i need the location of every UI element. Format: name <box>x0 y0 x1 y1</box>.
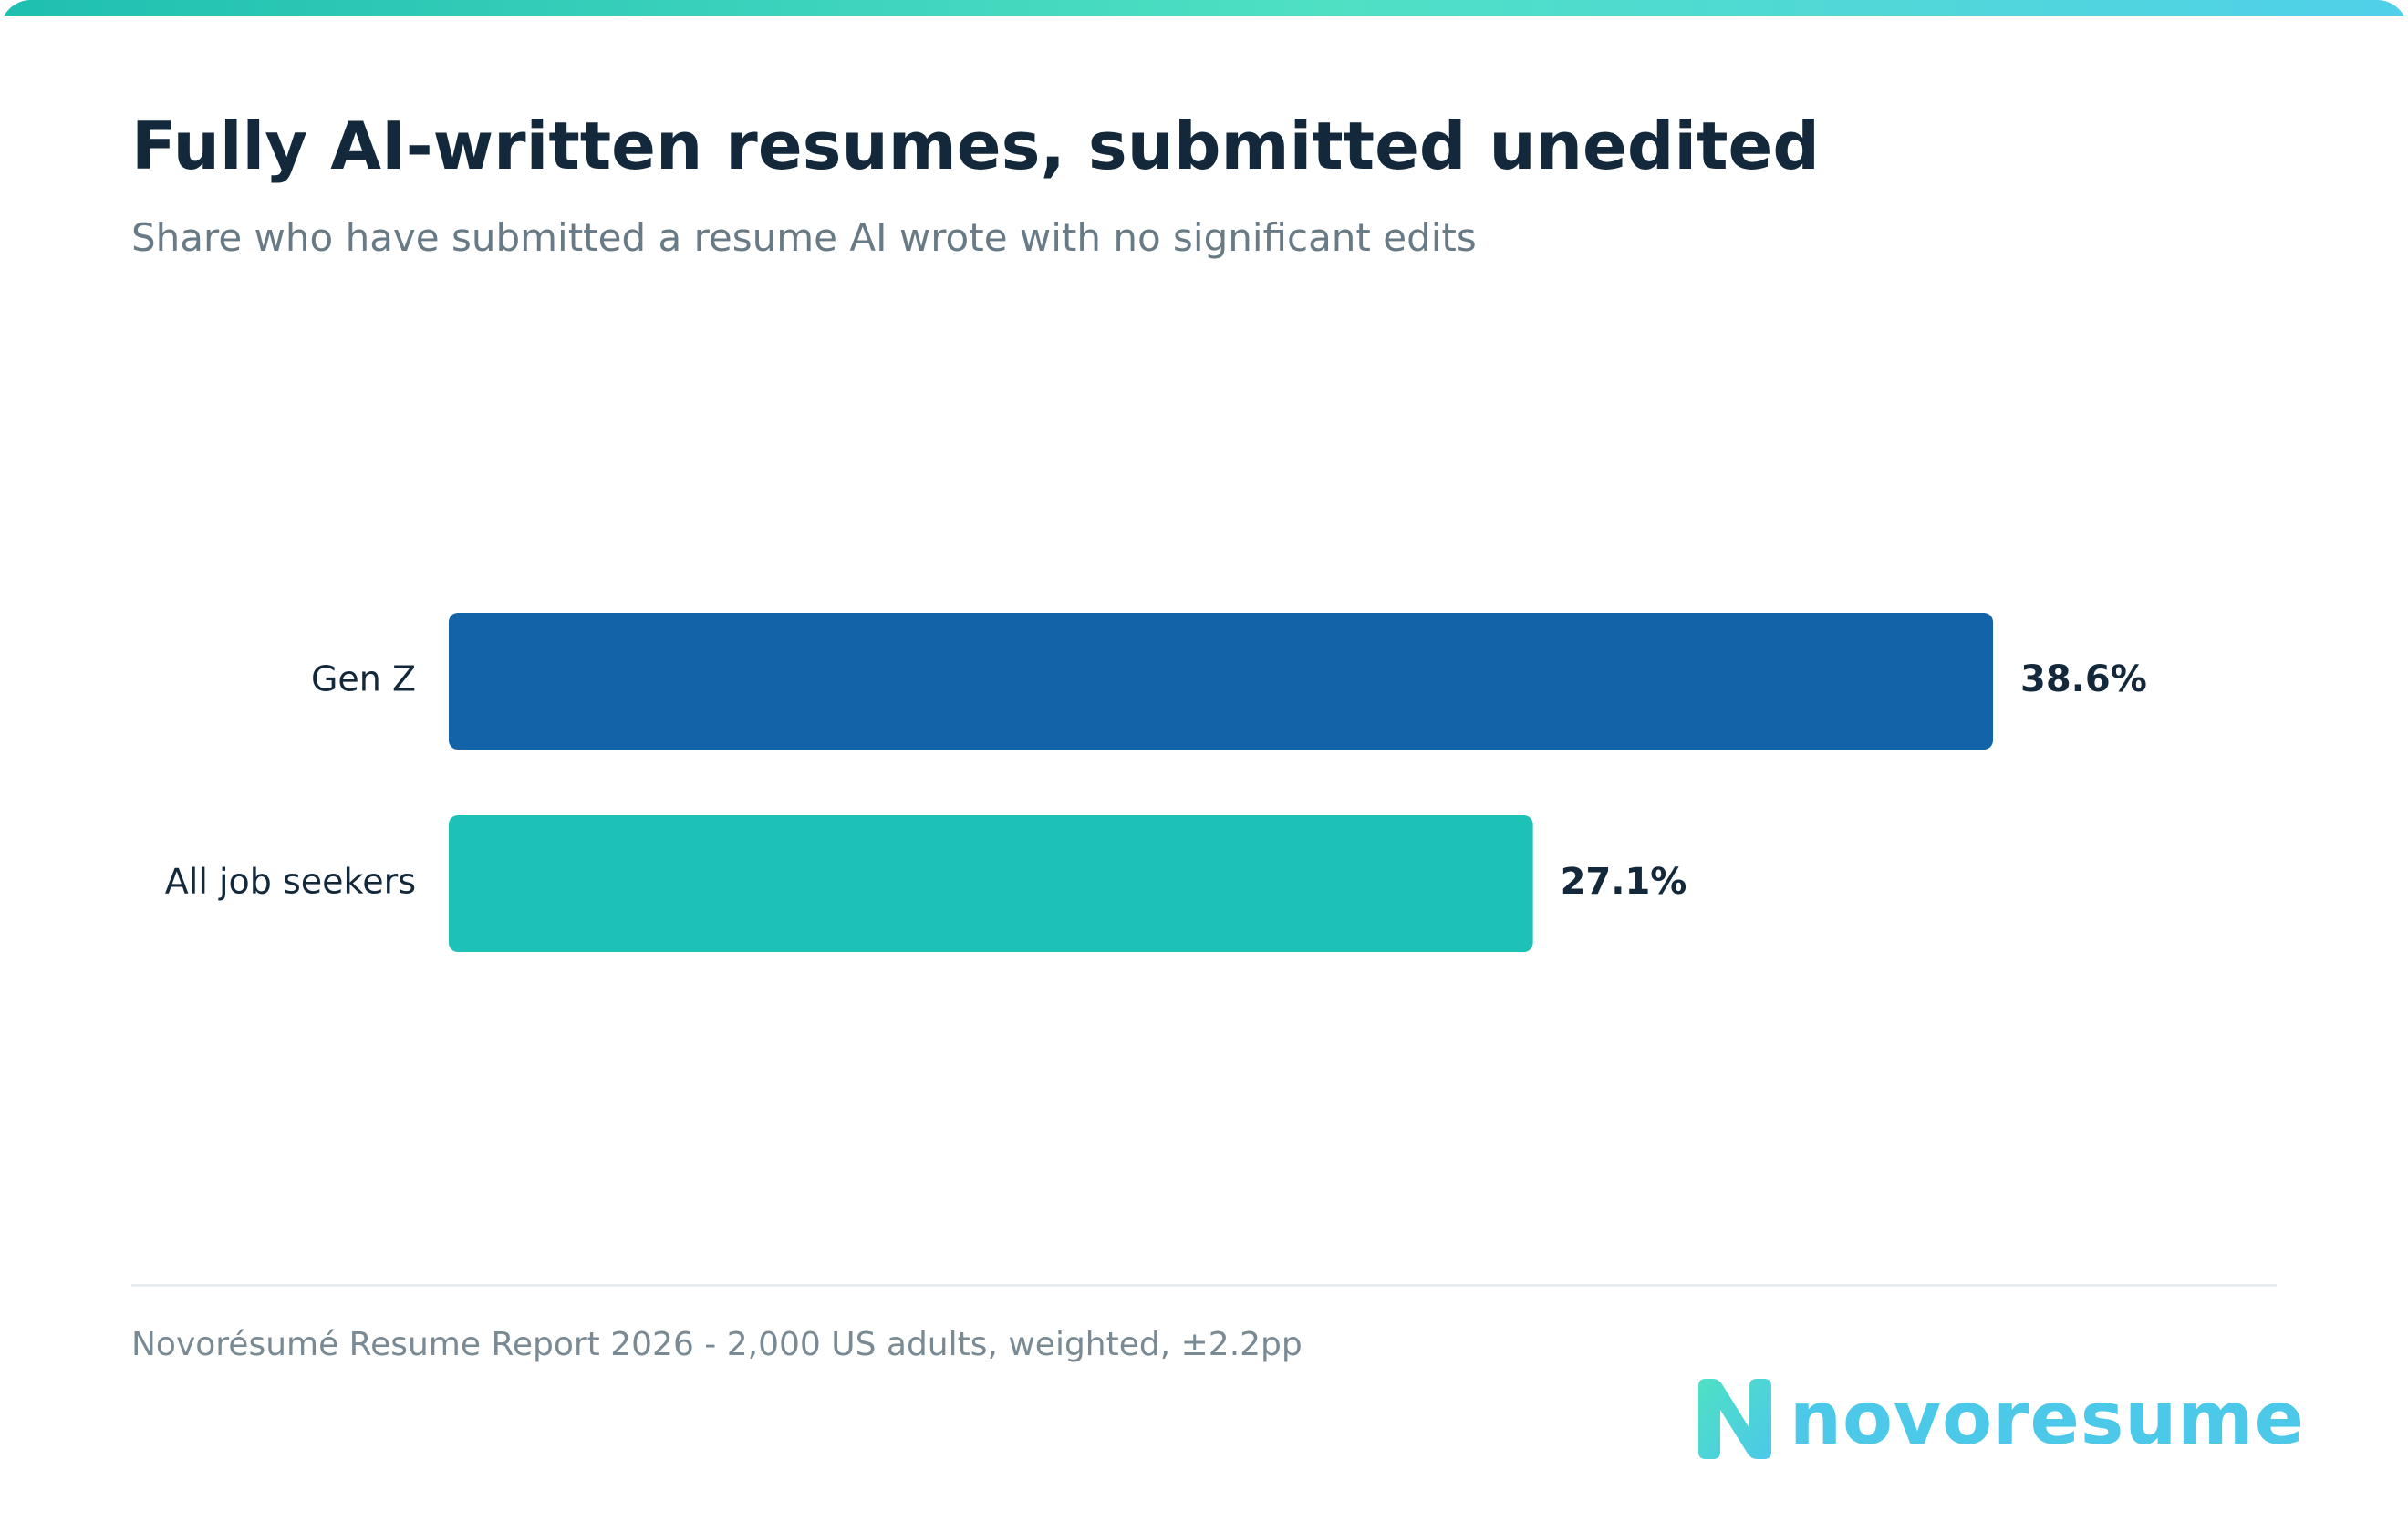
novoresume-logo-icon <box>1698 1379 1771 1459</box>
footer-divider <box>131 1284 2277 1287</box>
brand-logo: novoresume <box>1693 1375 2305 1463</box>
bar-1 <box>449 815 1533 952</box>
value-label-1: 27.1% <box>1561 861 1687 903</box>
value-label-0: 38.6% <box>2020 658 2147 700</box>
bar-0 <box>449 613 1993 750</box>
chart-title: Fully AI-written resumes, submitted uned… <box>131 108 1820 184</box>
brand-wordmark: novoresume <box>1790 1376 2305 1461</box>
accent-bar <box>0 0 2408 16</box>
source-note: Novorésumé Resume Report 2026 - 2,000 US… <box>131 1326 1303 1363</box>
category-label-1: All job seekers <box>165 862 416 902</box>
category-label-0: Gen Z <box>311 659 416 699</box>
chart-subtitle: Share who have submitted a resume AI wro… <box>131 215 1477 260</box>
